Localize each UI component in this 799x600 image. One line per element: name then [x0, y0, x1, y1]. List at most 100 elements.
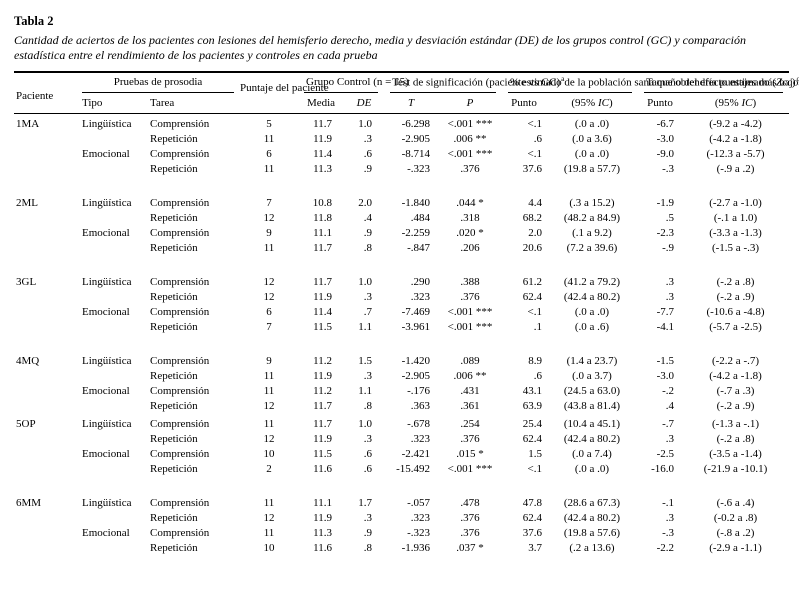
- header-grupo-control: Grupo Control (n = 15): [298, 72, 409, 94]
- cell-punto-z: -.1: [662, 497, 675, 510]
- cell-t: -2.421: [401, 448, 430, 461]
- cell-t: -.323: [407, 163, 430, 176]
- cell-punto-z: .5: [665, 212, 675, 225]
- table-row: Repetición 7 11.5 1.1 -3.961 <.001 *** .1 (.0 a…: [14, 320, 789, 335]
- cell-p: .006 **: [453, 133, 487, 146]
- cell-punto-pct: 61.2: [522, 276, 542, 289]
- cell-punto-pct: 3.7: [528, 542, 542, 555]
- results-table: Paciente Pruebas de prosodia Puntaje del…: [14, 70, 799, 557]
- cell-ic-pct: (28.6 a 67.3): [563, 497, 621, 510]
- header-paciente: Paciente: [14, 71, 76, 115]
- cell-puntaje: 11: [263, 163, 275, 176]
- table-row: Emocional Comprensión 10 11.5 .6 -2.421 .015 *…: [14, 447, 789, 462]
- cell-punto-z: -.3: [662, 527, 675, 540]
- cell-tipo: Emocional: [82, 385, 130, 398]
- cell-de: .3: [363, 370, 372, 383]
- cell-de: .7: [363, 306, 372, 319]
- cell-punto-z: -1.9: [656, 197, 675, 210]
- header-tamano-efecto: Tamaño del efecto estimado (Zcc)c: [638, 72, 799, 94]
- cell-ic-pct: (43.8 a 81.4): [563, 400, 621, 413]
- cell-tipo: [76, 369, 148, 384]
- cell-p: <.001 ***: [447, 321, 493, 334]
- cell-p: .376: [460, 291, 480, 304]
- cell-punto-pct: <.1: [527, 118, 542, 131]
- cell-tarea: Comprensión: [150, 527, 210, 540]
- cell-punto-pct: .6: [533, 133, 542, 146]
- cell-p: .376: [460, 163, 480, 176]
- cell-t: .484: [410, 212, 430, 225]
- cell-punto-z: -6.7: [656, 118, 675, 131]
- cell-media: 11.3: [313, 163, 332, 176]
- cell-puntaje: 12: [263, 212, 275, 225]
- cell-de: .8: [363, 400, 372, 413]
- header-t: T: [384, 93, 438, 115]
- cell-p: <.001 ***: [447, 118, 493, 131]
- cell-p: .388: [460, 276, 480, 289]
- cell-puntaje: 6: [266, 306, 272, 319]
- cell-p: .376: [460, 512, 480, 525]
- cell-puntaje: 12: [263, 400, 275, 413]
- header-pruebas-de-prosodia: Pruebas de prosodia: [76, 72, 240, 94]
- cell-puntaje: 9: [266, 355, 272, 368]
- cell-tarea: Comprensión: [150, 197, 210, 210]
- cell-de: .6: [363, 148, 372, 161]
- header-test-significacion: Test de significación (paciente vs GC)a: [384, 72, 565, 94]
- cell-ic-z: (-.2 a .9): [716, 400, 755, 413]
- cell-punto-z: .3: [665, 512, 675, 525]
- cell-t: -7.469: [401, 306, 430, 319]
- cell-tipo: [76, 511, 148, 526]
- cell-punto-z: -.7: [662, 418, 675, 431]
- cell-ic-pct: (.0 a .0): [574, 148, 610, 161]
- cell-tarea: Comprensión: [150, 227, 210, 240]
- table-row: Repetición 11 11.3 .9 -.323 .376 37.6 (19.8 a 5…: [14, 162, 789, 177]
- cell-t: .290: [410, 276, 430, 289]
- cell-tipo: [76, 432, 148, 447]
- cell-media: 11.4: [313, 306, 332, 319]
- header-puntaje-label: Puntaje del paciente: [240, 81, 329, 94]
- patient-id: [14, 320, 76, 335]
- header-p: P: [438, 93, 502, 115]
- cell-punto-z: .3: [665, 276, 675, 289]
- header-pct-estimado: % estimado de la población sana que obte…: [502, 72, 799, 94]
- table-row: Repetición 11 11.7 .8 -.847 .206 20.6 (7.2 a 39…: [14, 241, 789, 256]
- cell-de: 1.1: [358, 385, 372, 398]
- cell-tarea: Repetición: [150, 163, 198, 176]
- cell-media: 10.8: [312, 197, 332, 210]
- cell-p: .015 *: [456, 448, 484, 461]
- ic-italic: IC: [741, 97, 753, 110]
- cell-tipo: Emocional: [82, 227, 130, 240]
- cell-tipo: Emocional: [82, 306, 130, 319]
- header-pruebas-label: Pruebas de prosodia: [82, 74, 234, 94]
- cell-punto-pct: .1: [533, 321, 542, 334]
- patient-id: [14, 526, 76, 541]
- cell-ic-pct: (.1 a 9.2): [572, 227, 612, 240]
- cell-tipo: [76, 399, 148, 414]
- header-test-sig-label: Test de significación (paciente vs GC)a: [390, 73, 565, 94]
- cell-punto-pct: .6: [533, 370, 542, 383]
- cell-media: 11.7: [313, 400, 332, 413]
- cell-t: -8.714: [401, 148, 430, 161]
- cell-de: .8: [363, 542, 372, 555]
- spacer-row: [14, 177, 789, 193]
- cell-de: 1.7: [358, 497, 372, 510]
- cell-tarea: Comprensión: [150, 448, 210, 461]
- cell-punto-pct: 20.6: [522, 242, 542, 255]
- cell-de: 1.1: [358, 321, 372, 334]
- cell-media: 11.7: [313, 118, 332, 131]
- table-row: Repetición 11 11.9 .3 -2.905 .006 ** .6 (.0 a 3…: [14, 369, 789, 384]
- header-tarea: Tarea: [148, 93, 240, 115]
- cell-tipo: Lingüística: [82, 276, 132, 289]
- cell-punto-pct: 63.9: [522, 400, 542, 413]
- cell-p: .089: [460, 355, 480, 368]
- cell-punto-z: -.9: [662, 242, 675, 255]
- patient-id: [14, 211, 76, 226]
- cell-ic-z: (-.2 a .8): [716, 433, 755, 446]
- patient-id: [14, 147, 76, 162]
- cell-tarea: Repetición: [150, 433, 198, 446]
- header-punto-z: Punto: [638, 93, 683, 115]
- header-tamano-prefix: Tamaño del efecto estimado (: [646, 76, 776, 89]
- cell-punto-pct: 2.0: [528, 227, 542, 240]
- header-de: DE: [344, 93, 384, 115]
- table-row: Repetición 10 11.6 .8 -1.936 .037 * 3.7 (.2 a 1…: [14, 541, 789, 556]
- cell-p: .478: [460, 497, 480, 510]
